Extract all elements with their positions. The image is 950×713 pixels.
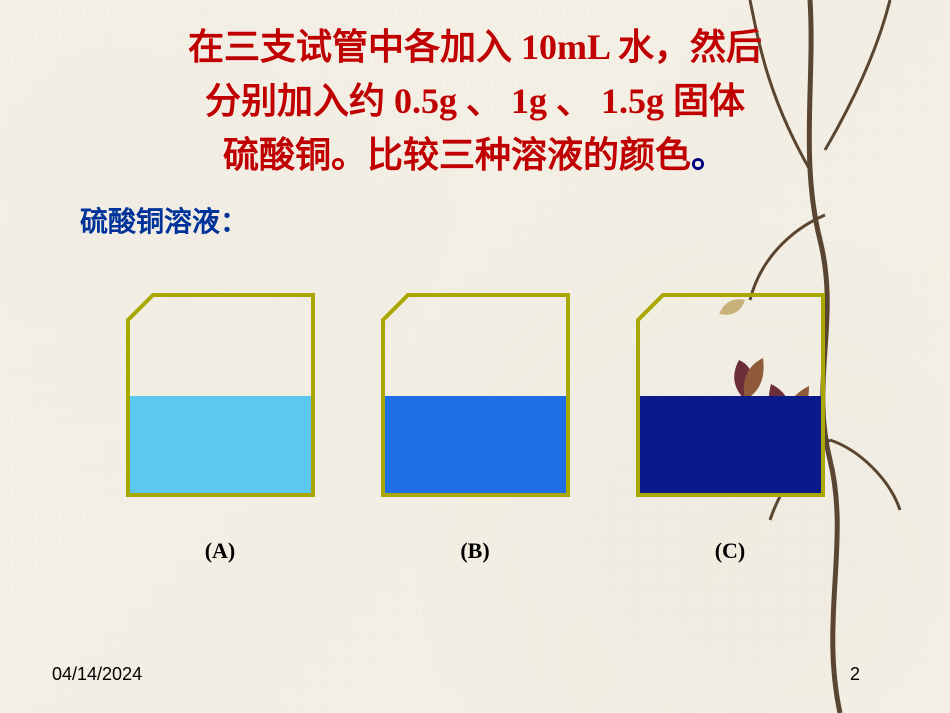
- beaker-wrap: (B): [378, 290, 573, 564]
- beaker: [633, 290, 828, 500]
- footer-page: 2: [850, 664, 860, 685]
- beaker-label: (C): [715, 538, 746, 564]
- slide-title: 在三支试管中各加入 10mL 水，然后分别加入约 0.5g 、 1g 、 1.5…: [30, 20, 920, 182]
- beaker-outline-icon: [123, 290, 318, 500]
- beaker: [123, 290, 318, 500]
- beaker-outline-icon: [633, 290, 828, 500]
- beaker-outline-icon: [378, 290, 573, 500]
- footer-date: 04/14/2024: [52, 664, 142, 685]
- beaker-label: (A): [205, 538, 236, 564]
- beaker-wrap: (A): [123, 290, 318, 564]
- beaker-wrap: (C): [633, 290, 828, 564]
- beakers-row: (A) (B) (C): [0, 290, 950, 564]
- subtitle-label: 硫酸铜溶液：: [80, 200, 248, 240]
- beaker: [378, 290, 573, 500]
- beaker-label: (B): [460, 538, 489, 564]
